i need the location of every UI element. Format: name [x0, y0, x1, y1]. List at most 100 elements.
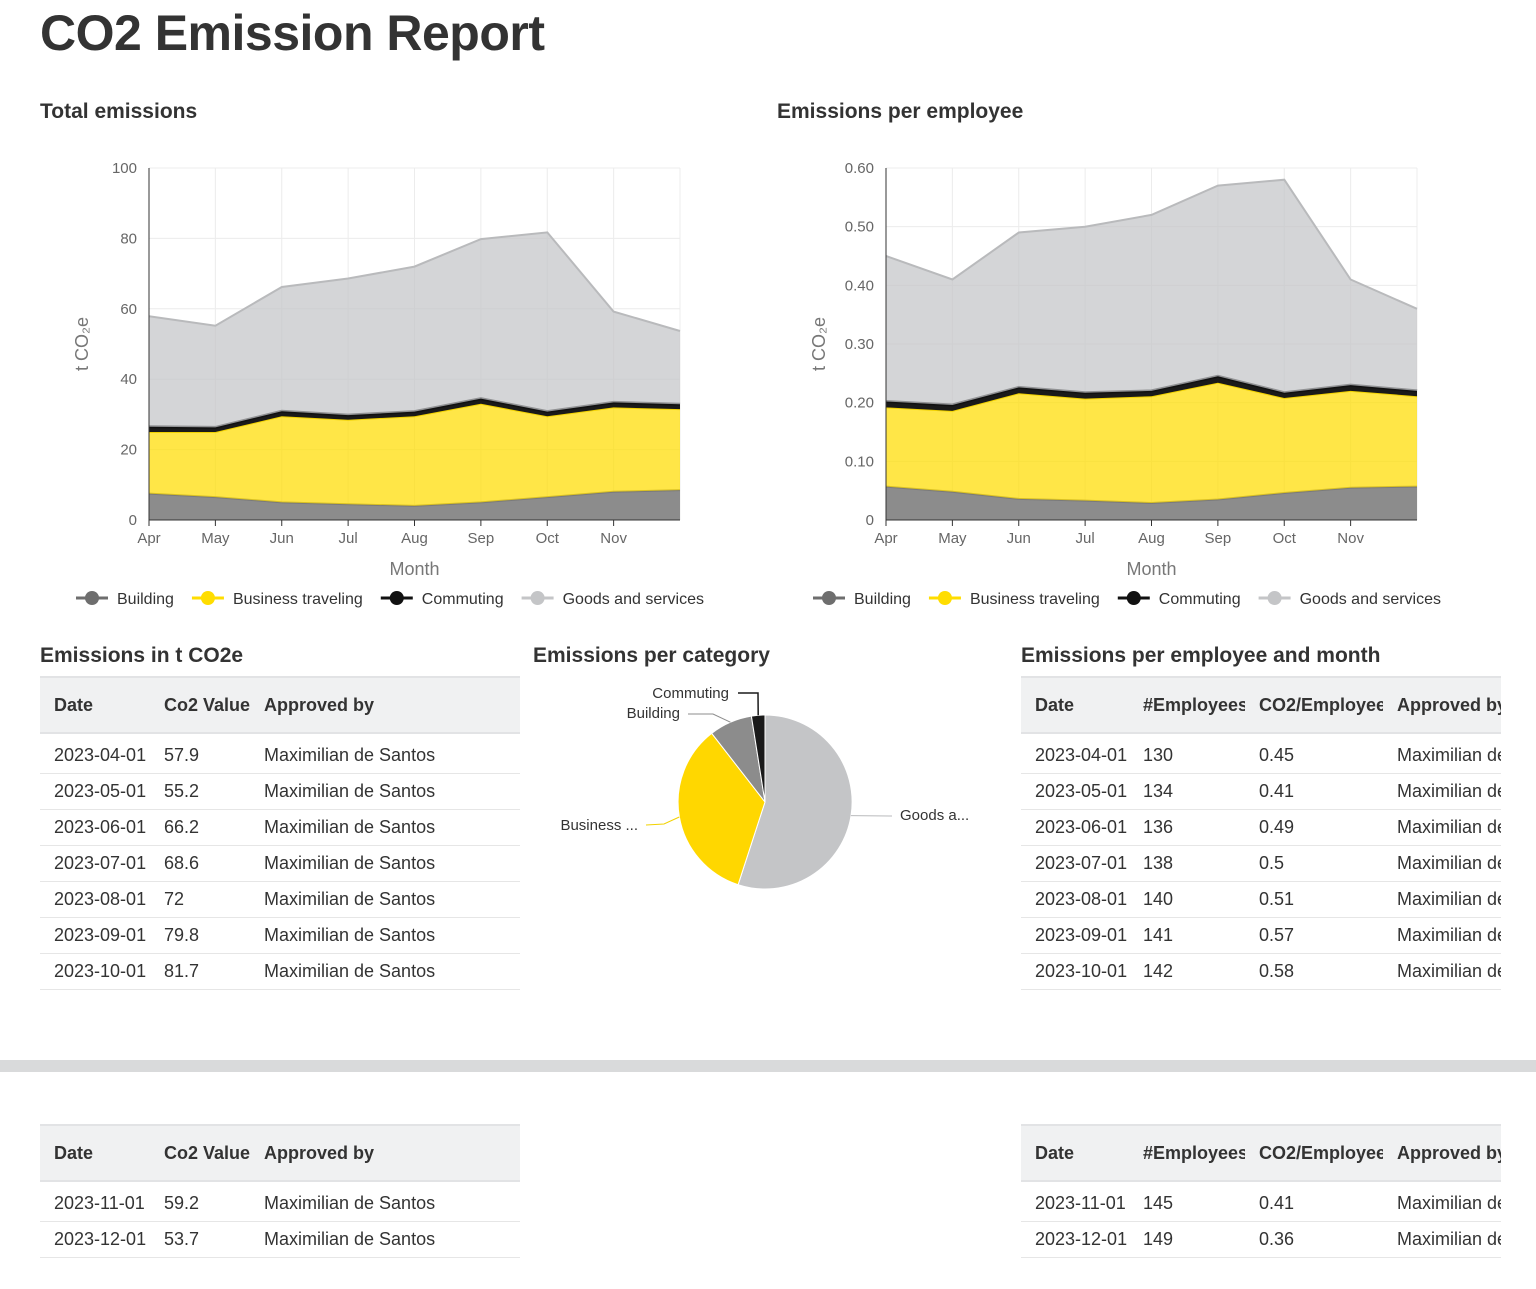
legend-item-business-traveling: Business traveling	[928, 591, 1100, 608]
legend-label: Commuting	[422, 591, 504, 608]
cell-approved-by: Maximilian de Santos	[250, 881, 520, 918]
column-header-co2-value[interactable]: Co2 Value	[150, 1124, 250, 1182]
legend-label: Goods and services	[1300, 591, 1441, 608]
pie-leader-line	[645, 816, 680, 826]
cell-date: 2023-09-01	[40, 917, 150, 954]
column-header-date[interactable]: Date	[40, 676, 150, 734]
cell-employees: 145	[1129, 1186, 1245, 1222]
cell-approved-by: Maximilian de Santos	[1383, 1186, 1501, 1222]
cell-approved-by: Maximilian de Santos	[1383, 773, 1501, 810]
x-tick-label: Sep	[468, 530, 495, 547]
cell-approved-by: Maximilian de Santos	[1383, 1221, 1501, 1258]
y-tick-label: 0.20	[845, 395, 874, 412]
y-tick-label: 0.40	[845, 277, 874, 294]
legend-item-goods-and-services: Goods and services	[1258, 591, 1441, 608]
cell-date: 2023-08-01	[40, 881, 150, 918]
cell-co2-per-employee: 0.51	[1245, 881, 1383, 918]
legend-item-commuting: Commuting	[380, 591, 504, 608]
legend-label: Goods and services	[563, 591, 704, 608]
emissions-table: Date Co2 Value Approved by 2023-04-01 57.…	[40, 676, 520, 990]
legend-marker	[530, 591, 545, 605]
table-row: 2023-08-01 72 Maximilian de Santos	[40, 881, 520, 918]
cell-approved-by: Maximilian de Santos	[250, 738, 520, 774]
employee-table-title: Emissions per employee and month	[1021, 644, 1381, 667]
cell-co2-value: 59.2	[150, 1186, 250, 1222]
employee-table: Date #Employees CO2/Employee Approved by…	[1021, 676, 1501, 990]
line-goods-and-services	[148, 231, 681, 332]
emissions-per-employee-chart: 0 0.10 0.20 0.30 0.40 0.50 0.60 Apr May Jun Jul Aug…	[809, 160, 1441, 608]
cell-date: 2023-06-01	[1021, 809, 1129, 846]
column-header-date[interactable]: Date	[1021, 1124, 1129, 1182]
area-goods-and-services	[149, 232, 680, 428]
column-header-date[interactable]: Date	[1021, 676, 1129, 734]
column-header-employees[interactable]: #Employees	[1129, 1124, 1245, 1182]
column-header-co2-per-employee[interactable]: CO2/Employee	[1245, 676, 1383, 734]
legend-item-goods-and-services: Goods and services	[521, 591, 704, 608]
line-business-traveling	[885, 381, 1418, 412]
column-header-approved-by[interactable]: Approved by	[1383, 676, 1501, 734]
x-tick-label: May	[938, 530, 967, 547]
cell-date: 2023-08-01	[1021, 881, 1129, 918]
x-tick-label: Jul	[1076, 530, 1095, 547]
column-header-co2-per-employee[interactable]: CO2/Employee	[1245, 1124, 1383, 1182]
line-goods-and-services	[885, 178, 1418, 310]
column-header-date[interactable]: Date	[40, 1124, 150, 1182]
y-tick-label: 20	[120, 442, 137, 459]
cell-co2-per-employee: 0.5	[1245, 845, 1383, 882]
total-emissions-title: Total emissions	[40, 100, 198, 123]
legend-item-building: Building	[813, 591, 911, 608]
per-employee-title: Emissions per employee	[777, 100, 1024, 123]
column-header-co2-value[interactable]: Co2 Value	[150, 676, 250, 734]
cell-approved-by: Maximilian de Santos	[1383, 917, 1501, 954]
column-header-approved-by[interactable]: Approved by	[250, 1124, 520, 1182]
emissions-table-title: Emissions in t CO2e	[40, 644, 244, 667]
cell-employees: 140	[1129, 881, 1245, 918]
x-axis-title: Month	[389, 559, 439, 579]
cell-date: 2023-04-01	[1021, 738, 1129, 774]
y-axis-title: t CO₂e	[72, 317, 92, 371]
column-header-approved-by[interactable]: Approved by	[250, 676, 520, 734]
cell-co2-value: 66.2	[150, 809, 250, 846]
cell-co2-value: 81.7	[150, 953, 250, 990]
x-tick-label: Apr	[874, 530, 897, 547]
cell-approved-by: Maximilian de Santos	[1383, 738, 1501, 774]
column-header-approved-by[interactable]: Approved by	[1383, 1124, 1501, 1182]
legend-marker	[822, 591, 836, 605]
cell-approved-by: Maximilian de Santos	[250, 917, 520, 954]
cell-employees: 138	[1129, 845, 1245, 882]
y-tick-label: 100	[112, 160, 137, 177]
area-commuting	[149, 398, 680, 432]
table-row: 2023-06-01 66.2 Maximilian de Santos	[40, 809, 520, 846]
y-tick-label: 0.60	[845, 160, 874, 177]
x-tick-label: Jun	[1007, 530, 1031, 547]
x-axis-title: Month	[1126, 559, 1176, 579]
cell-date: 2023-05-01	[1021, 773, 1129, 810]
pie-label-commuting: Commuting	[652, 685, 729, 702]
cell-co2-per-employee: 0.41	[1245, 1186, 1383, 1222]
area-business-traveling	[149, 403, 680, 506]
cell-approved-by: Maximilian de Santos	[250, 773, 520, 810]
legend-label: Building	[854, 591, 911, 608]
cell-employees: 141	[1129, 917, 1245, 954]
pie-leader-line	[738, 692, 759, 716]
y-tick-label: 60	[120, 301, 137, 318]
table-row: 2023-10-01 81.7 Maximilian de Santos	[40, 953, 520, 990]
cell-approved-by: Maximilian de Santos	[250, 845, 520, 882]
cell-date: 2023-07-01	[1021, 845, 1129, 882]
cell-co2-per-employee: 0.36	[1245, 1221, 1383, 1258]
page-title: CO2 Emission Report	[40, 5, 545, 61]
cell-approved-by: Maximilian de Santos	[1383, 953, 1501, 990]
legend-item-business-traveling: Business traveling	[191, 591, 363, 608]
cell-date: 2023-04-01	[40, 738, 150, 774]
column-header-employees[interactable]: #Employees	[1129, 676, 1245, 734]
y-tick-label: 40	[120, 371, 137, 388]
table-row: 2023-11-01 59.2 Maximilian de Santos	[40, 1186, 520, 1222]
x-tick-label: Sep	[1205, 530, 1232, 547]
legend-label: Building	[117, 591, 174, 608]
x-tick-label: Apr	[137, 530, 160, 547]
cell-co2-per-employee: 0.58	[1245, 953, 1383, 990]
